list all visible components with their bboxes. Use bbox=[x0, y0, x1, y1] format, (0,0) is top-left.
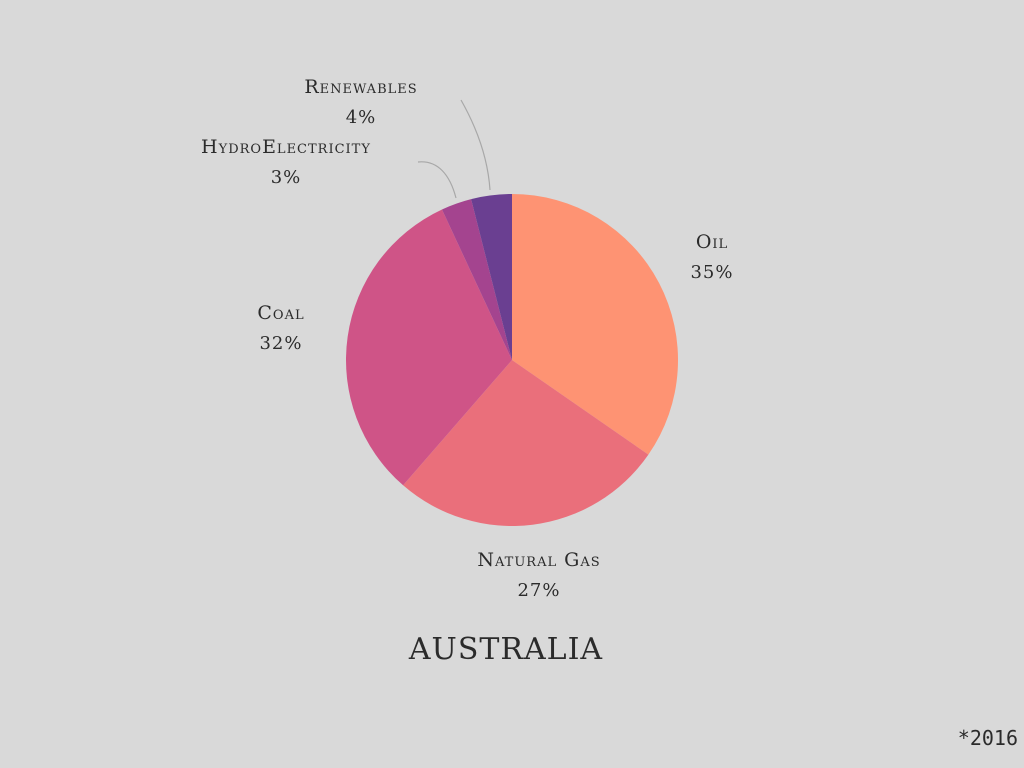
slice-percent-natural-gas: 27% bbox=[517, 580, 560, 601]
slice-label-oil: Oil bbox=[696, 231, 728, 253]
leader-line-hydroelectricity bbox=[417, 161, 457, 199]
pie-slice-hydroelectricity bbox=[441, 199, 512, 360]
slice-label-hydroelectricity: HydroElectricity bbox=[201, 136, 371, 158]
slice-label-coal: Coal bbox=[257, 302, 304, 324]
slice-percent-coal: 32% bbox=[259, 333, 302, 354]
leader-line-renewables bbox=[460, 99, 491, 191]
slice-percent-oil: 35% bbox=[690, 262, 733, 283]
chart-title: AUSTRALIA bbox=[408, 632, 604, 667]
pie-slice-oil bbox=[512, 194, 679, 455]
pie-slice-coal bbox=[346, 209, 512, 486]
pie-slice-natural-gas bbox=[403, 360, 649, 526]
slice-label-natural-gas: Natural Gas bbox=[477, 549, 600, 571]
pie-slice-renewables bbox=[471, 194, 512, 360]
slice-percent-hydroelectricity: 3% bbox=[271, 167, 302, 188]
footnote: *2016 bbox=[957, 726, 1018, 750]
slice-label-renewables: Renewables bbox=[304, 76, 417, 98]
slice-percent-renewables: 4% bbox=[346, 107, 377, 128]
